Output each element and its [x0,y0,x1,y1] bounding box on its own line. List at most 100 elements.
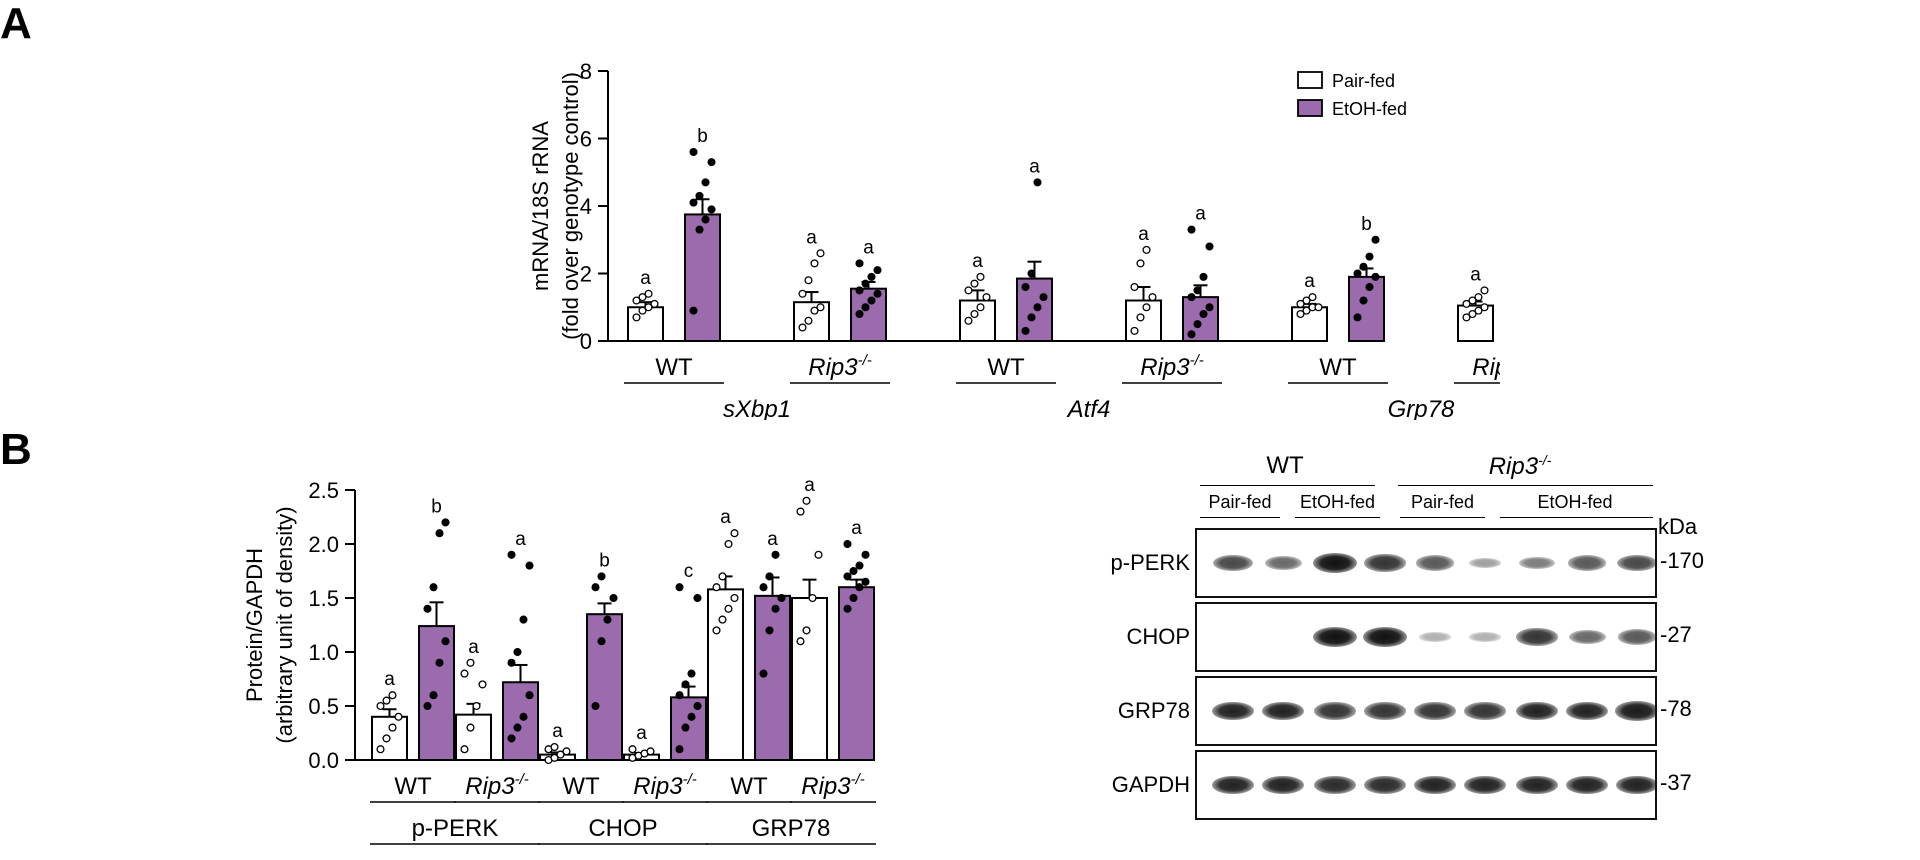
blot-group-rip3: Rip3-/- [1385,452,1655,481]
data-point [423,604,432,613]
data-point [675,691,684,700]
significance-letter: a [863,237,874,258]
significance-letter: a [640,268,651,289]
data-point [849,566,858,576]
data-point [1021,282,1030,292]
data-point [843,604,852,613]
genotype-superscript: -/- [1190,352,1204,369]
genotype-superscript: -/- [858,352,872,369]
data-point [1193,320,1202,329]
blot-line-wt-pair [1200,517,1280,518]
blot-band [1519,556,1555,570]
significance-letter: b [697,126,708,147]
data-point [1474,293,1483,302]
data-point [816,249,825,258]
genotype-name: WT [987,354,1025,381]
data-point [861,577,870,586]
data-point [693,593,702,603]
category-label: CHOP [588,815,657,842]
data-point [810,259,819,268]
data-point [1187,330,1196,339]
data-point [650,299,659,308]
y-axis-label-2: (arbitrary unit of density) [272,506,297,743]
significance-letter: a [1195,204,1206,225]
blot-row-label: GRP78 [1117,698,1190,723]
data-point [1130,282,1139,292]
chart-panel-b: 0.0 0.5 1.0 1.5 2.0 2.5 Protein/GAPDH (arbitrar… [242,475,876,845]
bar [455,713,492,762]
legend-swatch-etoh-fed [1297,99,1323,117]
data-point [609,593,618,603]
data-point [718,572,727,581]
data-point [1136,313,1145,322]
blot-kda-value: -37 [1660,770,1692,795]
data-point [759,669,768,678]
data-point [435,529,444,538]
data-point [730,529,739,538]
data-point [388,723,397,732]
blot-band [1615,701,1655,721]
bar [838,586,875,761]
blot-band [1261,775,1305,795]
data-point [771,550,780,559]
data-point [1308,293,1317,302]
bar [791,597,828,761]
data-point [466,723,475,732]
blot-sub-rip-pair: Pair-fed [1410,492,1475,512]
data-point [550,753,559,762]
genotype-label: Rip3-/- [1140,352,1204,381]
genotype-label: WT [562,773,600,800]
y-tick-label: 6 [580,127,592,152]
y-tick-label: 2 [580,262,592,287]
blot-membrane [1195,528,1657,598]
y-tick-label: 0 [580,329,592,354]
y-tick-label: 1.5 [308,586,339,611]
genotype-label: Rip3-/- [801,771,865,800]
data-point [513,723,522,732]
genotype-label: WT [655,354,693,381]
data-point [1027,269,1036,278]
data-point [814,550,823,559]
data-point [519,712,528,721]
genotype-name: Rip3 [801,773,851,800]
y-tick-label: 2.5 [308,478,339,503]
blot-band [1469,632,1501,642]
data-point [855,583,864,592]
data-point [478,680,487,689]
data-point [441,518,450,527]
genotype-name: Rip3 [465,773,515,800]
data-point [1359,296,1368,305]
blot-band [1567,555,1607,571]
blot-line-rip-pair [1400,517,1485,518]
data-point [638,293,647,302]
data-point [628,745,637,754]
data-point [1033,178,1042,187]
y-tick-label: 2.0 [308,532,339,557]
data-point [1302,296,1311,305]
panel-label-b: B [0,425,32,474]
blot-band [1364,775,1406,795]
data-point [638,306,647,315]
data-point [1468,296,1477,305]
data-point [873,289,882,298]
blot-band [1313,627,1357,647]
bar [586,613,623,761]
data-point [1480,286,1489,295]
data-point [1371,235,1380,244]
blot-band [1264,556,1302,570]
data-point [804,276,813,285]
y-axis-label: Protein/GAPDH [242,548,267,702]
significance-letter: a [636,723,647,744]
data-point [689,306,698,315]
blot-band [1468,557,1502,569]
y-tick-label: 0.0 [308,748,339,773]
data-point [701,215,710,224]
data-point [429,583,438,592]
genotype-label: Rip3-/- [633,771,697,800]
blot-band [1314,775,1356,795]
data-point [693,701,702,711]
blot-band [1568,630,1606,644]
data-point [861,303,870,312]
data-point [718,615,727,624]
data-point [970,279,979,288]
